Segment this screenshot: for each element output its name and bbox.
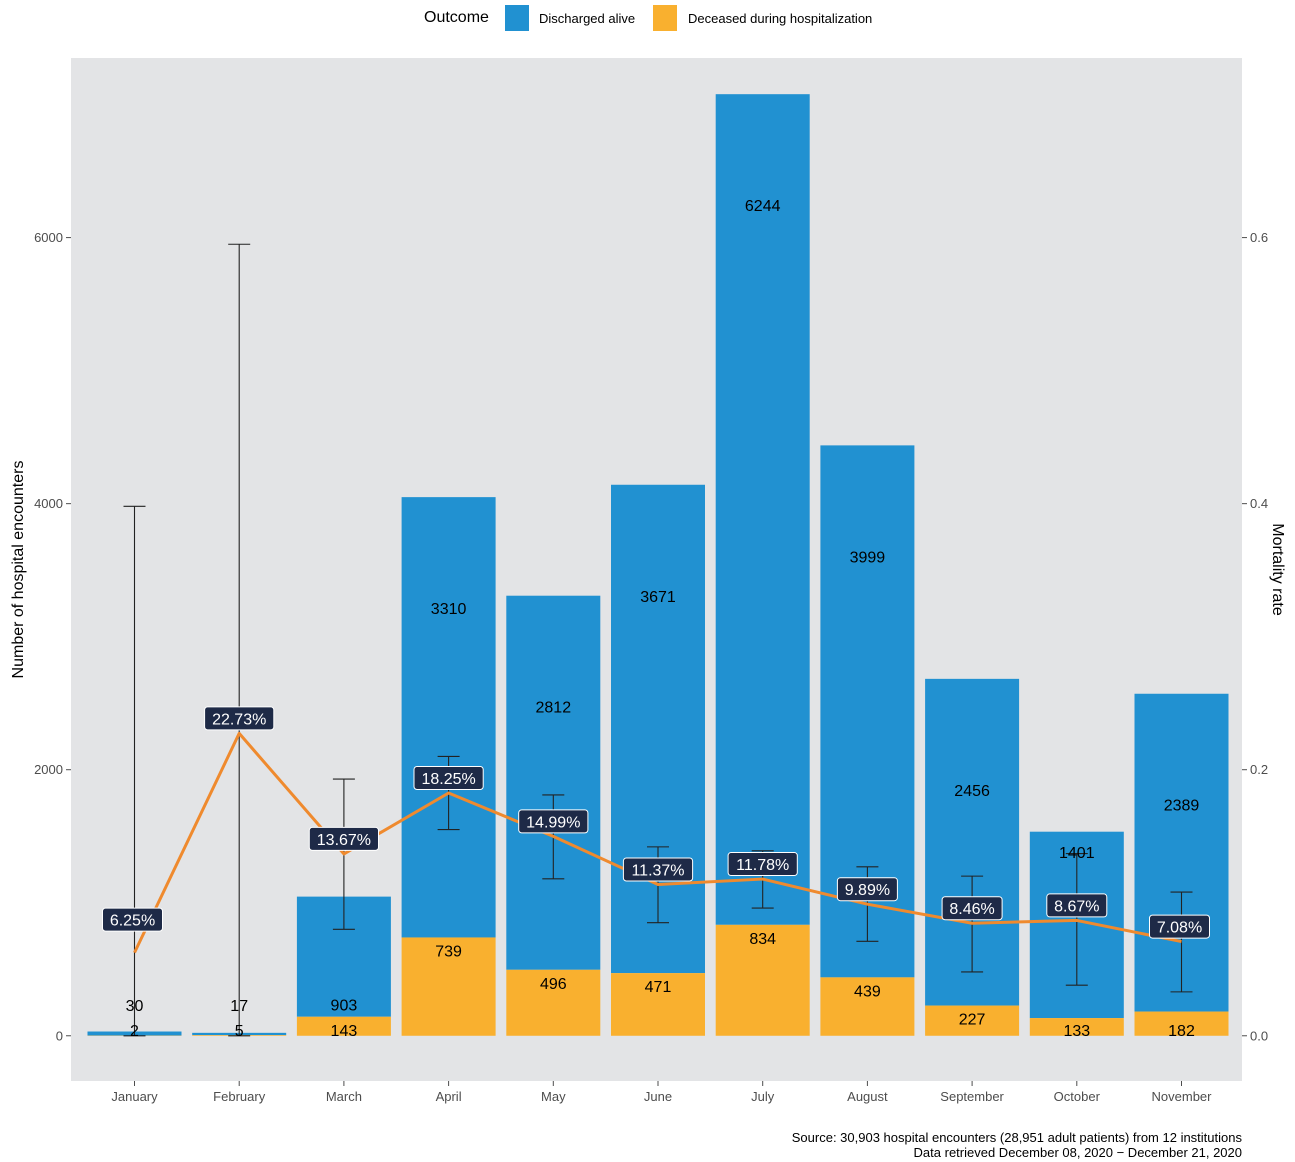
rate-label-box-8 <box>941 896 1003 921</box>
rate-label-box-0 <box>102 907 163 932</box>
rate-label-4: 14.99% <box>526 814 580 831</box>
label-deceased-5: 471 <box>645 979 672 996</box>
label-discharged-7: 3999 <box>850 549 886 566</box>
bar-deceased-6 <box>715 924 810 1036</box>
label-deceased-10: 182 <box>1168 1023 1195 1040</box>
rate-label-2: 13.67% <box>317 832 371 849</box>
label-deceased-2: 143 <box>331 1023 358 1040</box>
y-right-tick-label-0: 0.0 <box>1250 1028 1268 1043</box>
y-right-axis-title: Mortality rate <box>1269 523 1286 616</box>
y-left-axis-title: Number of hospital encounters <box>10 461 27 679</box>
x-tick-label-6: July <box>751 1089 775 1104</box>
y-left-tick-label-1: 2000 <box>34 762 63 777</box>
x-tick-label-3: April <box>436 1089 462 1104</box>
label-discharged-5: 3671 <box>640 589 676 606</box>
bar-deceased-2 <box>296 1016 391 1036</box>
rate-label-6: 11.78% <box>736 857 789 874</box>
rate-label-1: 22.73% <box>212 711 266 728</box>
bar-discharged-6 <box>715 94 810 925</box>
x-tick-label-0: January <box>111 1089 158 1104</box>
label-discharged-1: 17 <box>230 998 248 1015</box>
label-deceased-1: 5 <box>235 1023 244 1040</box>
caption-retrieved: Data retrieved December 08, 2020 − Decem… <box>913 1145 1242 1160</box>
label-discharged-2: 903 <box>331 998 358 1015</box>
x-tick-label-4: May <box>541 1089 566 1104</box>
label-discharged-6: 6244 <box>745 198 781 215</box>
rate-label-box-1 <box>204 706 275 731</box>
label-discharged-8: 2456 <box>954 783 990 800</box>
rate-label-box-6 <box>727 852 798 877</box>
label-discharged-3: 3310 <box>431 601 467 618</box>
chart-legend: Outcome Discharged alive Deceased during… <box>0 4 1295 32</box>
x-tick-label-2: March <box>326 1089 362 1104</box>
caption-source: Source: 30,903 hospital encounters (28,9… <box>791 1130 1242 1145</box>
rate-label-9: 8.67% <box>1054 898 1099 915</box>
label-deceased-4: 496 <box>540 976 567 993</box>
rate-label-box-7 <box>836 877 898 902</box>
rate-label-8: 8.46% <box>949 901 994 918</box>
x-tick-label-1: February <box>213 1089 266 1104</box>
label-deceased-6: 834 <box>749 931 776 948</box>
bar-deceased-10 <box>1134 1011 1229 1036</box>
label-deceased-3: 739 <box>435 943 462 960</box>
x-tick-label-9: October <box>1054 1089 1101 1104</box>
y-right-tick-label-3: 0.6 <box>1250 230 1268 245</box>
label-discharged-0: 30 <box>126 998 144 1015</box>
bar-discharged-4 <box>506 595 601 970</box>
label-deceased-0: 2 <box>130 1023 139 1040</box>
rate-label-7: 9.89% <box>845 882 890 899</box>
y-right-tick-label-1: 0.2 <box>1250 762 1268 777</box>
rate-label-0: 6.25% <box>110 913 155 930</box>
label-deceased-7: 439 <box>854 983 881 1000</box>
rate-label-box-9 <box>1046 893 1108 918</box>
mortality-line <box>133 731 1182 954</box>
bar-deceased-9 <box>1029 1018 1124 1036</box>
rate-label-10: 7.08% <box>1157 920 1202 937</box>
label-discharged-10: 2389 <box>1164 798 1200 815</box>
y-left-tick-label-2: 4000 <box>34 496 63 511</box>
x-tick-label-5: June <box>644 1089 672 1104</box>
label-discharged-9: 1401 <box>1059 845 1095 862</box>
y-right-tick-label-2: 0.4 <box>1250 496 1268 511</box>
chart-caption: Source: 30,903 hospital encounters (28,9… <box>792 1130 1242 1160</box>
rate-label-5: 11.37% <box>631 863 684 880</box>
x-tick-label-8: September <box>940 1089 1004 1104</box>
label-deceased-9: 133 <box>1063 1023 1090 1040</box>
label-discharged-4: 2812 <box>536 700 572 717</box>
rate-label-box-4 <box>518 809 589 834</box>
bar-deceased-8 <box>925 1005 1020 1036</box>
label-deceased-8: 227 <box>959 1012 986 1029</box>
rate-label-3: 18.25% <box>421 771 475 788</box>
y-left-tick-label-3: 6000 <box>34 230 63 245</box>
bar-deceased-3 <box>401 937 496 1036</box>
bar-deceased-5 <box>611 973 705 1036</box>
y-left-tick-label-0: 0 <box>56 1028 63 1043</box>
x-tick-label-10: November <box>1152 1089 1213 1104</box>
bar-deceased-4 <box>506 969 601 1036</box>
legend-swatch-discharged <box>505 5 529 31</box>
legend-label-discharged: Discharged alive <box>539 11 636 26</box>
legend-label-deceased: Deceased during hospitalization <box>688 11 873 26</box>
x-tick-label-7: August <box>847 1089 888 1104</box>
bar-discharged-3 <box>401 497 496 938</box>
rate-label-box-2 <box>308 826 379 851</box>
rate-label-box-5 <box>622 857 694 882</box>
rate-label-box-10 <box>1149 914 1210 939</box>
legend-swatch-deceased <box>653 5 677 31</box>
legend-title: Outcome <box>424 9 489 26</box>
bar-deceased-7 <box>820 977 915 1036</box>
rate-label-box-3 <box>413 765 484 790</box>
